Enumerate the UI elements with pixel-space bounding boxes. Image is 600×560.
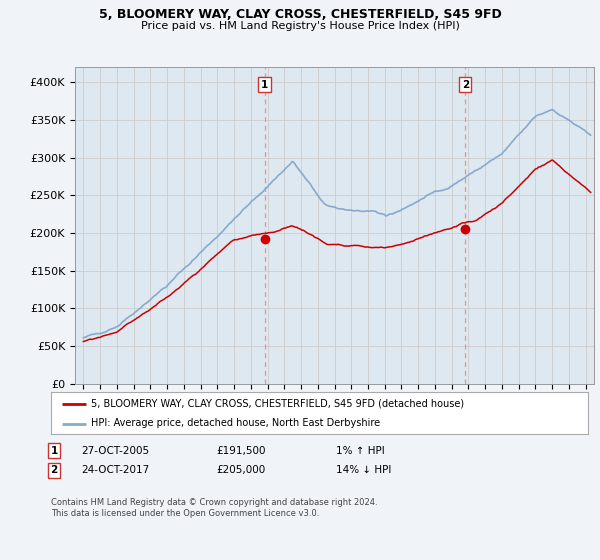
Text: 14% ↓ HPI: 14% ↓ HPI bbox=[336, 465, 391, 475]
Text: 2: 2 bbox=[461, 80, 469, 90]
Text: 5, BLOOMERY WAY, CLAY CROSS, CHESTERFIELD, S45 9FD (detached house): 5, BLOOMERY WAY, CLAY CROSS, CHESTERFIEL… bbox=[91, 399, 464, 409]
Text: £205,000: £205,000 bbox=[216, 465, 265, 475]
Text: Contains HM Land Registry data © Crown copyright and database right 2024.
This d: Contains HM Land Registry data © Crown c… bbox=[51, 498, 377, 518]
Text: 27-OCT-2005: 27-OCT-2005 bbox=[81, 446, 149, 456]
Text: 24-OCT-2017: 24-OCT-2017 bbox=[81, 465, 149, 475]
Text: 1% ↑ HPI: 1% ↑ HPI bbox=[336, 446, 385, 456]
Text: 2: 2 bbox=[50, 465, 58, 475]
Text: HPI: Average price, detached house, North East Derbyshire: HPI: Average price, detached house, Nort… bbox=[91, 418, 380, 428]
Text: £191,500: £191,500 bbox=[216, 446, 265, 456]
Text: 1: 1 bbox=[261, 80, 268, 90]
Text: 1: 1 bbox=[50, 446, 58, 456]
Text: Price paid vs. HM Land Registry's House Price Index (HPI): Price paid vs. HM Land Registry's House … bbox=[140, 21, 460, 31]
Text: 5, BLOOMERY WAY, CLAY CROSS, CHESTERFIELD, S45 9FD: 5, BLOOMERY WAY, CLAY CROSS, CHESTERFIEL… bbox=[98, 8, 502, 21]
